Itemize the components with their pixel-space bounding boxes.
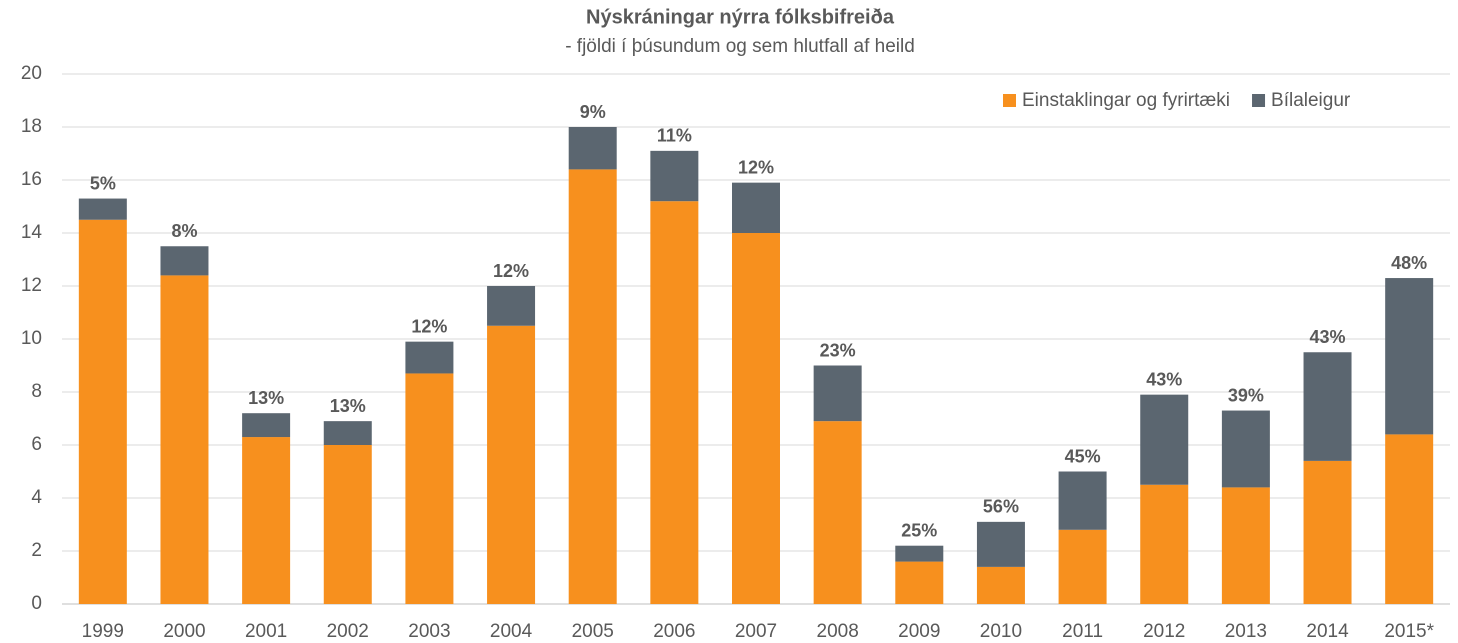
bar-segment (1140, 484, 1189, 604)
bar-segment (242, 413, 291, 438)
x-tick-label: 2001 (245, 621, 287, 642)
legend-label: Einstaklingar og fyrirtæki (1022, 90, 1230, 111)
bar-segment (487, 286, 536, 326)
legend-label: Bílaleigur (1271, 90, 1351, 111)
bar-segment (813, 365, 862, 422)
x-tick-label: 2007 (735, 621, 777, 642)
y-tick-label: 10 (21, 328, 42, 349)
share-label: 12% (493, 261, 529, 281)
x-tick-label: 2012 (1143, 621, 1185, 642)
bar-segment (160, 246, 209, 276)
bar-segment (568, 127, 617, 170)
share-label: 9% (580, 102, 606, 122)
bar-segment (1385, 434, 1434, 604)
bar-segment (78, 219, 127, 604)
share-label: 45% (1065, 446, 1101, 466)
bar-segment (1140, 394, 1189, 485)
y-tick-label: 12 (21, 275, 42, 296)
bar-segment (323, 421, 372, 445)
bar-segment (568, 169, 617, 604)
bar-segment (405, 341, 454, 374)
bar-segment (1385, 278, 1434, 435)
x-tick-label: 2006 (653, 621, 695, 642)
x-tick-label: 2004 (490, 621, 533, 642)
x-tick-label: 2009 (898, 621, 940, 642)
bar-segment (242, 437, 291, 604)
share-label: 12% (738, 157, 774, 177)
bar-segment (323, 445, 372, 604)
y-tick-label: 6 (31, 434, 42, 455)
share-label: 43% (1146, 369, 1182, 389)
share-label: 23% (820, 340, 856, 360)
share-label: 11% (657, 126, 692, 146)
share-label: 13% (330, 396, 366, 416)
share-label: 43% (1310, 327, 1346, 347)
bar-segment (813, 421, 862, 604)
y-tick-label: 8 (31, 381, 42, 402)
share-label: 39% (1228, 385, 1264, 405)
share-label: 5% (90, 173, 116, 193)
bar-segment (1303, 352, 1352, 461)
legend-swatch (1003, 94, 1016, 107)
bar-segment (1058, 471, 1107, 530)
bar-segment (895, 545, 944, 562)
bar-segment (1058, 529, 1107, 604)
y-tick-label: 14 (21, 222, 43, 243)
x-tick-label: 2011 (1062, 621, 1103, 642)
bar-segment (732, 233, 780, 604)
share-label: 12% (411, 316, 447, 336)
share-label: 8% (171, 221, 197, 241)
x-tick-label: 2000 (163, 621, 205, 642)
x-tick-label: 2014 (1306, 621, 1349, 642)
x-tick-label: 2010 (980, 621, 1022, 642)
bar-segment (405, 373, 454, 604)
x-tick-label: 2013 (1225, 621, 1267, 642)
bar-segment (650, 150, 699, 202)
chart-title: Nýskráningar nýrra fólksbifreiða (586, 6, 895, 28)
share-label: 56% (983, 497, 1019, 517)
bar-segment (732, 182, 780, 233)
bar-segment (976, 566, 1025, 604)
bar-segment (1221, 410, 1270, 488)
chart-subtitle: - fjöldi í þúsundum og sem hlutfall af h… (565, 36, 915, 57)
bar-segment (1303, 460, 1352, 604)
bar-segment (78, 198, 127, 220)
y-tick-label: 16 (21, 169, 42, 190)
share-label: 13% (248, 388, 284, 408)
bar-segment (976, 521, 1025, 567)
bar-segment (1221, 487, 1270, 604)
x-tick-label: 1999 (82, 621, 124, 642)
y-tick-label: 18 (21, 116, 42, 137)
x-tick-label: 2002 (327, 621, 369, 642)
x-tick-label: 2003 (408, 621, 450, 642)
y-tick-label: 20 (21, 63, 42, 84)
x-tick-label: 2015* (1384, 621, 1434, 642)
y-tick-label: 0 (31, 593, 42, 614)
bar-segment (487, 325, 536, 604)
share-label: 48% (1391, 253, 1427, 273)
legend-swatch (1252, 94, 1266, 107)
bar-segment (160, 275, 209, 604)
bar-segment (895, 561, 944, 604)
y-tick-label: 4 (31, 487, 42, 508)
bar-segment (650, 201, 699, 604)
share-label: 25% (901, 520, 937, 540)
x-tick-label: 2008 (817, 621, 859, 642)
x-tick-label: 2005 (572, 621, 614, 642)
y-tick-label: 2 (31, 540, 42, 561)
